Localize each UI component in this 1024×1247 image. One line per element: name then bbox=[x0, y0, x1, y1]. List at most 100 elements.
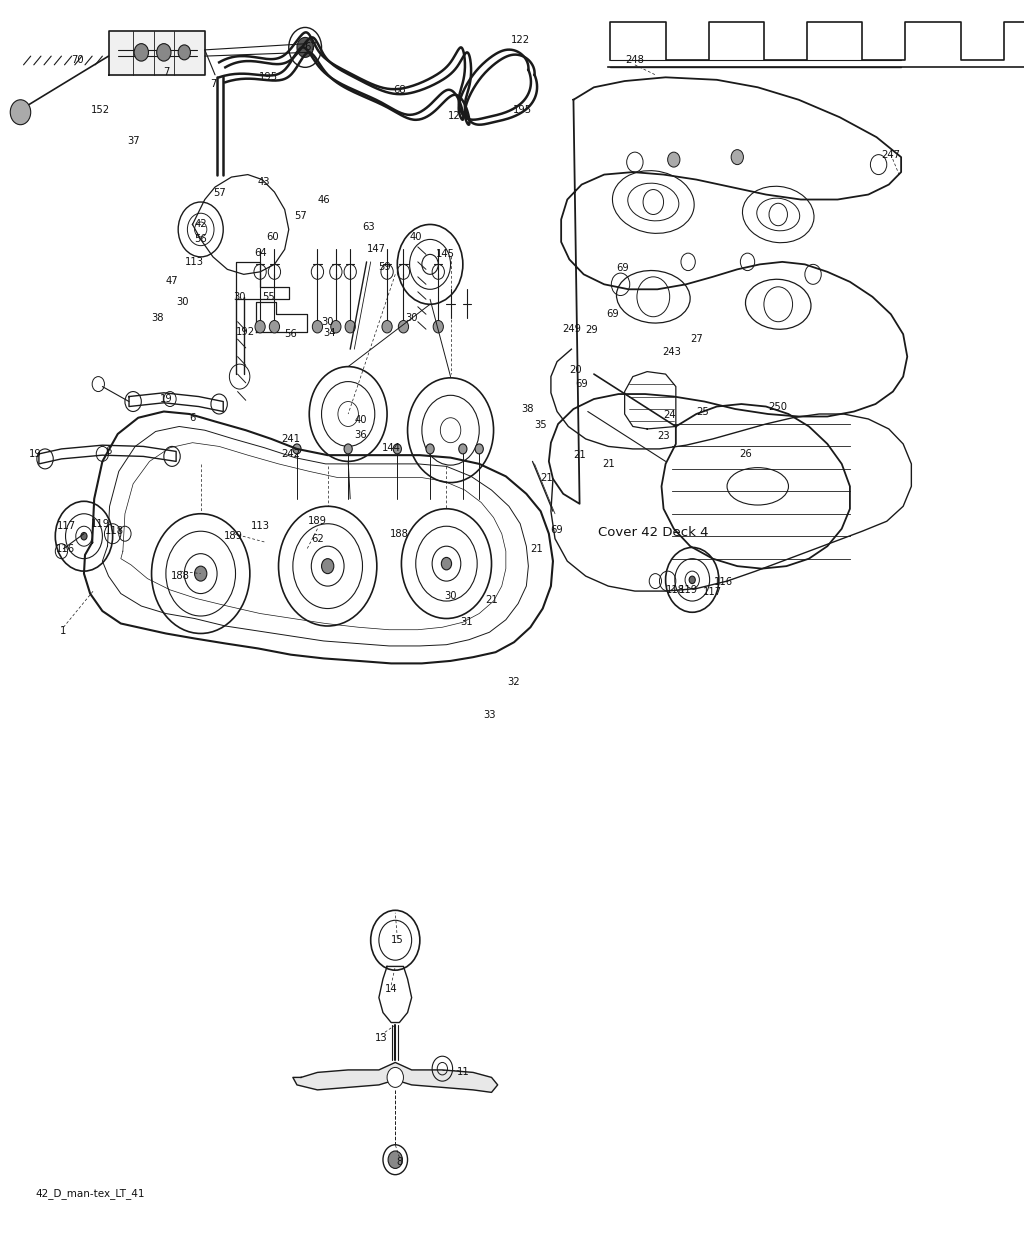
Circle shape bbox=[344, 444, 352, 454]
Circle shape bbox=[255, 320, 265, 333]
Text: 20: 20 bbox=[569, 365, 582, 375]
Polygon shape bbox=[109, 31, 205, 75]
Circle shape bbox=[393, 444, 401, 454]
Circle shape bbox=[441, 557, 452, 570]
Text: 35: 35 bbox=[535, 420, 547, 430]
Circle shape bbox=[475, 444, 483, 454]
Text: 21: 21 bbox=[541, 473, 553, 483]
Text: 56: 56 bbox=[195, 234, 207, 244]
Text: 116: 116 bbox=[714, 577, 732, 587]
Circle shape bbox=[322, 559, 334, 574]
Text: 195: 195 bbox=[259, 72, 278, 82]
Text: 189: 189 bbox=[308, 516, 327, 526]
Circle shape bbox=[178, 45, 190, 60]
Text: 62: 62 bbox=[311, 534, 324, 544]
Text: 69: 69 bbox=[616, 263, 629, 273]
Text: 247: 247 bbox=[882, 150, 900, 160]
Text: 67: 67 bbox=[304, 42, 316, 52]
Text: 47: 47 bbox=[166, 276, 178, 286]
Text: 55: 55 bbox=[262, 292, 274, 302]
Text: 69: 69 bbox=[551, 525, 563, 535]
Text: 69: 69 bbox=[575, 379, 588, 389]
Text: 32: 32 bbox=[508, 677, 520, 687]
Circle shape bbox=[388, 1151, 402, 1168]
Circle shape bbox=[312, 320, 323, 333]
Text: 30: 30 bbox=[176, 297, 188, 307]
Text: 7: 7 bbox=[210, 79, 216, 89]
Text: 36: 36 bbox=[354, 430, 367, 440]
Text: 42: 42 bbox=[195, 219, 207, 229]
Text: 118: 118 bbox=[667, 585, 685, 595]
Text: 250: 250 bbox=[769, 402, 787, 412]
Text: 27: 27 bbox=[690, 334, 702, 344]
Text: 189: 189 bbox=[224, 531, 243, 541]
Text: 29: 29 bbox=[586, 325, 598, 335]
Text: 117: 117 bbox=[57, 521, 76, 531]
Text: 242: 242 bbox=[282, 449, 300, 459]
Text: 152: 152 bbox=[91, 105, 110, 115]
Text: 243: 243 bbox=[663, 347, 681, 357]
Text: Cover 42 Deck 4: Cover 42 Deck 4 bbox=[598, 526, 709, 539]
Circle shape bbox=[157, 44, 171, 61]
Circle shape bbox=[297, 37, 313, 57]
Text: 122: 122 bbox=[511, 35, 529, 45]
Text: 30: 30 bbox=[444, 591, 457, 601]
Circle shape bbox=[382, 320, 392, 333]
Circle shape bbox=[10, 100, 31, 125]
Text: 40: 40 bbox=[410, 232, 422, 242]
Circle shape bbox=[668, 152, 680, 167]
Circle shape bbox=[731, 150, 743, 165]
Circle shape bbox=[293, 444, 301, 454]
Text: 68: 68 bbox=[393, 85, 406, 95]
Text: 30: 30 bbox=[233, 292, 246, 302]
Text: 21: 21 bbox=[485, 595, 498, 605]
Text: 249: 249 bbox=[562, 324, 581, 334]
Text: 21: 21 bbox=[573, 450, 586, 460]
Text: 21: 21 bbox=[530, 544, 543, 554]
Text: 15: 15 bbox=[391, 935, 403, 945]
Text: 43: 43 bbox=[258, 177, 270, 187]
Circle shape bbox=[134, 44, 148, 61]
Circle shape bbox=[269, 320, 280, 333]
Text: 188: 188 bbox=[390, 529, 409, 539]
Circle shape bbox=[81, 532, 87, 540]
Text: 59: 59 bbox=[379, 262, 391, 272]
Text: 30: 30 bbox=[322, 317, 334, 327]
Text: 11: 11 bbox=[457, 1067, 469, 1077]
Text: 123: 123 bbox=[449, 111, 467, 121]
Circle shape bbox=[195, 566, 207, 581]
Text: 38: 38 bbox=[521, 404, 534, 414]
Circle shape bbox=[433, 320, 443, 333]
Text: 116: 116 bbox=[56, 544, 75, 554]
Text: 1: 1 bbox=[60, 626, 67, 636]
Text: 60: 60 bbox=[266, 232, 279, 242]
Text: 57: 57 bbox=[213, 188, 225, 198]
Text: 34: 34 bbox=[324, 328, 336, 338]
Text: 42_D_man-tex_LT_41: 42_D_man-tex_LT_41 bbox=[36, 1188, 145, 1198]
Circle shape bbox=[345, 320, 355, 333]
Text: 63: 63 bbox=[362, 222, 375, 232]
Circle shape bbox=[459, 444, 467, 454]
Text: 7: 7 bbox=[163, 67, 169, 77]
Text: 119: 119 bbox=[679, 585, 697, 595]
Text: 8: 8 bbox=[396, 1157, 402, 1167]
Text: 23: 23 bbox=[657, 431, 670, 441]
Text: 46: 46 bbox=[317, 195, 330, 205]
Text: 25: 25 bbox=[696, 407, 709, 416]
Text: 113: 113 bbox=[251, 521, 269, 531]
Circle shape bbox=[331, 320, 341, 333]
Text: 241: 241 bbox=[282, 434, 300, 444]
Text: 188: 188 bbox=[171, 571, 189, 581]
Text: 24: 24 bbox=[664, 410, 676, 420]
Text: 195: 195 bbox=[513, 105, 531, 115]
Text: 70: 70 bbox=[72, 55, 84, 65]
Text: 19: 19 bbox=[160, 394, 172, 404]
Text: 248: 248 bbox=[626, 55, 644, 65]
Circle shape bbox=[398, 320, 409, 333]
Text: 19: 19 bbox=[29, 449, 41, 459]
Text: 64: 64 bbox=[254, 248, 266, 258]
Circle shape bbox=[689, 576, 695, 584]
Text: 33: 33 bbox=[483, 710, 496, 720]
Text: 14: 14 bbox=[385, 984, 397, 994]
Text: 118: 118 bbox=[105, 526, 124, 536]
